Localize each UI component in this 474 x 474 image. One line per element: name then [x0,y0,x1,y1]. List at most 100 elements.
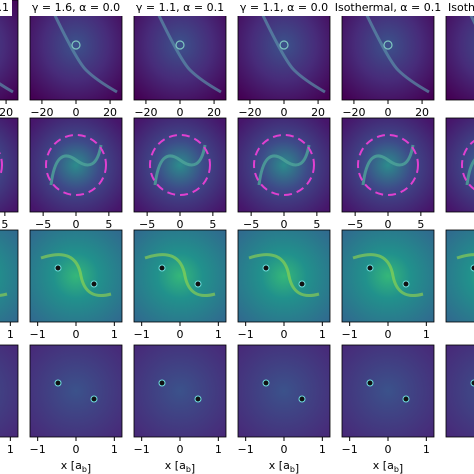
core [71,40,81,50]
x-tick-label: −1 [238,443,254,456]
x-tick-label: −20 [134,106,157,119]
core [383,40,393,50]
binary-star [90,280,98,288]
arm [248,253,320,297]
binary-star [366,264,374,272]
column-title: Isothe [448,1,474,14]
spiral-feature [465,158,474,186]
x-tick-label: 1 [111,443,118,456]
x-tick-label: 1 [7,443,14,456]
column-title: .1 [0,1,9,14]
panel-image [237,229,331,323]
x-tick-label: 0 [385,106,392,119]
x-tick-label: −5 [139,218,155,231]
x-tick-label: −5 [35,218,51,231]
x-tick-label: 0 [385,443,392,456]
x-tick-label: 0 [177,218,184,231]
x-tick-label: 0 [177,106,184,119]
spiral-feature [152,4,222,94]
binary-star [366,379,374,387]
x-tick-label: 0 [177,328,184,341]
x-tick-label: 0 [73,443,80,456]
x-tick-label: 5 [1,218,8,231]
x-tick-label: −1 [30,328,46,341]
arm [352,253,424,297]
x-tick-label: 20 [0,106,13,119]
x-tick-label: 1 [111,328,118,341]
x-tick-label: −20 [238,106,261,119]
x-tick-label: 0 [73,106,80,119]
x-tick-label: 0 [385,218,392,231]
x-tick-label: 5 [313,218,320,231]
panel-image [0,0,19,101]
panel-image [29,344,123,438]
panel-image [133,0,227,101]
binary-star [194,395,202,403]
x-tick-label: −1 [134,328,150,341]
x-tick-label: 20 [207,106,221,119]
panel-image [445,0,474,101]
x-tick-label: 0 [73,328,80,341]
x-tick-label: 0 [177,443,184,456]
panel-image [29,229,123,323]
x-tick-label: 1 [215,328,222,341]
x-tick-label: 0 [281,328,288,341]
column-title: γ = 1.1, α = 0.0 [240,1,328,14]
x-tick-label: 0 [281,106,288,119]
x-tick-label: −5 [347,218,363,231]
panel-image [237,344,331,438]
binary-star [402,280,410,288]
spiral-feature [0,82,14,94]
x-tick-label: 20 [415,106,429,119]
arm [40,253,112,297]
column-title: γ = 1.1, α = 0.1 [136,1,224,14]
x-tick-label: −5 [243,218,259,231]
title-background [338,0,438,16]
spiral-feature [360,4,430,94]
panel-image [0,229,19,323]
ring [0,151,3,179]
spiral-feature [153,144,207,186]
x-tick-label: 1 [7,328,14,341]
x-tick-label: 1 [319,443,326,456]
panel-image [341,117,435,213]
binary-star [262,379,270,387]
panel-image [133,229,227,323]
ring [45,134,107,196]
spiral-feature [49,144,103,186]
panel-image [0,117,19,213]
ring [253,134,315,196]
column-title: γ = 1.6, α = 0.0 [32,1,120,14]
x-tick-label: −1 [134,443,150,456]
spiral-feature [257,144,311,186]
panel-image [0,344,19,438]
ring [357,134,419,196]
title-background [442,0,474,16]
core [175,40,185,50]
title-background [130,0,230,16]
panel-image [133,344,227,438]
binary-star [194,280,202,288]
x-tick-label: 1 [423,443,430,456]
title-background [234,0,334,16]
x-tick-label: 0 [281,443,288,456]
binary-star [298,395,306,403]
x-axis-label: x [ab] [269,459,299,474]
binary-star [54,264,62,272]
x-tick-label: −1 [342,328,358,341]
binary-star [262,264,270,272]
x-tick-label: 1 [215,443,222,456]
panel-image [341,229,435,323]
x-tick-label: 5 [417,218,424,231]
x-axis-label: x [ab] [165,459,195,474]
x-tick-label: −20 [342,106,365,119]
panel-image [445,117,474,213]
ring [461,139,474,191]
panel-image [341,0,435,101]
title-background [0,0,12,16]
x-tick-label: −1 [238,328,254,341]
column-title: Isothermal, α = 0.1 [335,1,442,14]
x-tick-label: 0 [385,328,392,341]
x-tick-label: −20 [30,106,53,119]
